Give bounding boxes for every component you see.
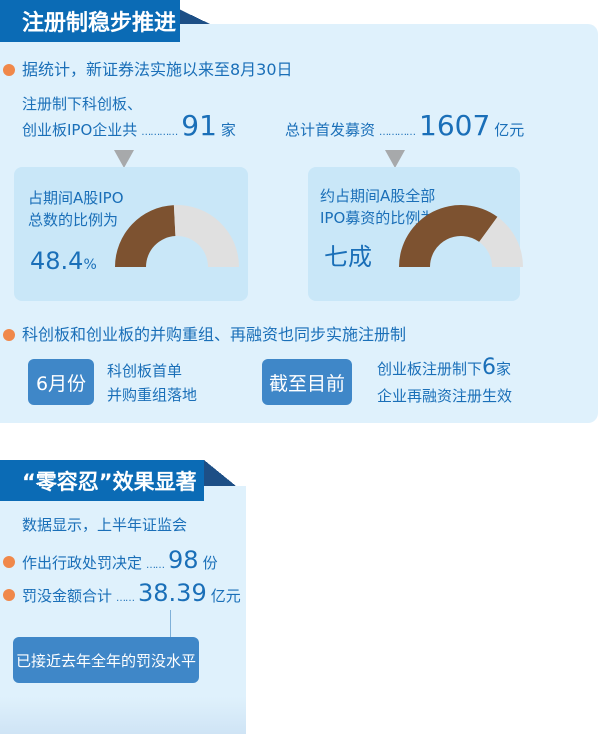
bullet2-text: 科创板和创业板的并购重组、再融资也同步实施注册制 <box>22 325 407 344</box>
bullet-dot <box>3 589 15 601</box>
gauge-empty <box>173 205 239 267</box>
note-box: 已接近去年全年的罚没水平 <box>13 637 199 683</box>
section1-title: 注册制稳步推进 <box>0 0 180 42</box>
section2-intro: 数据显示，上半年证监会 <box>22 516 188 534</box>
down-arrow-icon <box>114 150 134 168</box>
dots: ………… <box>379 127 416 138</box>
gauge-raise-share <box>399 205 523 267</box>
item2-value: 38.39 <box>138 579 207 607</box>
bullet1-text: 据统计，新证券法实施以来至8月30日 <box>22 60 293 79</box>
raise-label: 总计首发募资 <box>285 121 376 139</box>
gauge-ipo-count <box>115 205 239 267</box>
banner-shadow <box>204 460 236 486</box>
item1-value: 98 <box>168 546 199 574</box>
gauge-empty <box>479 216 523 267</box>
penalty-amount: 罚没金额合计…… 38.39 亿元 <box>22 579 241 607</box>
item2-dots: …… <box>116 593 135 604</box>
card2-value: 七成 <box>324 243 372 271</box>
card1-line2: 总数的比例为 <box>28 211 119 229</box>
raise-value: 1607 <box>419 109 491 142</box>
card1-number: 48.4 <box>30 247 84 275</box>
tag1-text1: 科创板首单 <box>107 362 183 380</box>
tag2-text1-a: 创业板注册制下 <box>377 360 483 378</box>
tag2-number: 6 <box>482 355 497 380</box>
raise-unit: 亿元 <box>494 121 525 139</box>
ipo-count-line1: 注册制下科创板、 <box>22 95 143 113</box>
ipo-count-unit: 家 <box>220 121 236 139</box>
item1-dots: …… <box>146 560 165 571</box>
card2-line1: 约占期间A股全部 <box>320 187 436 205</box>
bullet-dot <box>3 556 15 568</box>
item1-label: 作出行政处罚决定 <box>22 554 143 572</box>
raise-row: 总计首发募资 ………… 1607 亿元 <box>285 110 524 142</box>
bullet-dot <box>3 329 15 341</box>
tag-june: 6月份 <box>28 359 94 405</box>
gauge-filled <box>115 205 176 267</box>
gauge-filled <box>399 205 498 267</box>
section2-title: “零容忍”效果显著 <box>0 460 204 501</box>
tag2-text1: 创业板注册制下 6 家 <box>377 356 511 382</box>
bullet-dot <box>3 64 15 76</box>
card1-value: 48.4% <box>30 246 97 280</box>
ipo-count-row: 创业板IPO企业共 ………… 91 家 <box>22 110 236 142</box>
tag-to-date: 截至目前 <box>262 359 352 405</box>
connector-line <box>170 610 171 637</box>
item2-unit: 亿元 <box>210 587 241 605</box>
tag2-text1-b: 家 <box>496 360 512 378</box>
ipo-count-line2: 创业板IPO企业共 <box>22 121 138 139</box>
ipo-count-value: 91 <box>181 109 217 142</box>
section2-panel <box>0 486 246 734</box>
tag1-text2: 并购重组落地 <box>107 386 198 404</box>
item1-unit: 份 <box>202 554 218 572</box>
dots: ………… <box>141 127 178 138</box>
card1-line1: 占期间A股IPO <box>28 189 124 207</box>
card1-unit: % <box>83 257 97 273</box>
item2-label: 罚没金额合计 <box>22 587 113 605</box>
penalty-decisions: 作出行政处罚决定…… 98 份 <box>22 546 218 574</box>
tag2-text2: 企业再融资注册生效 <box>377 387 513 405</box>
card2-line2: IPO募资的比例为 <box>320 209 436 227</box>
down-arrow-icon <box>385 150 405 168</box>
